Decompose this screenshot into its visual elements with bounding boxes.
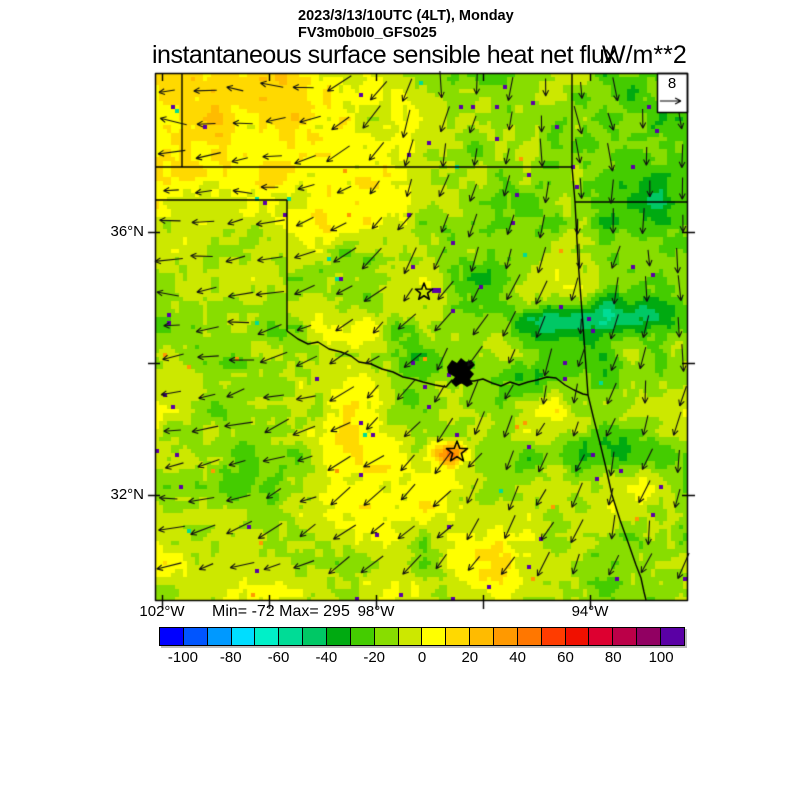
colorbar-tick-label: -60 — [267, 649, 290, 666]
colorbar-cell — [182, 627, 208, 646]
valid-time-title: 2023/3/13/10UTC (4LT), Monday — [298, 8, 514, 24]
lon-label: 102°W — [139, 603, 185, 620]
units-label: W/m**2 — [602, 41, 687, 69]
colorbar-cell — [254, 627, 280, 646]
colorbar-tick-label: -80 — [219, 649, 242, 666]
colorbar-tick-label: 80 — [604, 649, 622, 666]
colorbar-cell — [230, 627, 256, 646]
wind-reference-value: 8 — [667, 75, 677, 92]
model-run-title: FV3m0b0I0_GFS025 — [298, 25, 437, 41]
main-title: instantaneous surface sensible heat net … — [152, 41, 617, 69]
min-max-stats: Min= -72 Max= 295 — [212, 603, 350, 620]
colorbar-tick-label: -100 — [167, 649, 198, 666]
colorbar-cell — [612, 627, 638, 646]
colorbar-cell — [349, 627, 375, 646]
colorbar — [159, 627, 685, 646]
colorbar-cell — [278, 627, 304, 646]
colorbar-cell — [469, 627, 495, 646]
colorbar-tick-label: 100 — [648, 649, 674, 666]
colorbar-cell — [540, 627, 566, 646]
colorbar-cell — [564, 627, 590, 646]
colorbar-cell — [660, 627, 685, 646]
colorbar-tick-label: 0 — [417, 649, 427, 666]
colorbar-tick-label: -20 — [363, 649, 386, 666]
colorbar-cell — [421, 627, 447, 646]
colorbar-tick-label: -40 — [315, 649, 338, 666]
colorbar-cell — [636, 627, 662, 646]
colorbar-cell — [516, 627, 542, 646]
colorbar-tick-label: 40 — [509, 649, 526, 666]
colorbar-tick-label: 60 — [557, 649, 574, 666]
lat-label: 32°N — [110, 486, 144, 503]
lon-label: 98°W — [357, 603, 395, 620]
lat-label: 36°N — [110, 223, 144, 240]
colorbar-cell — [206, 627, 232, 646]
colorbar-cell — [588, 627, 614, 646]
colorbar-cell — [373, 627, 399, 646]
colorbar-cell — [326, 627, 351, 646]
colorbar-cell — [445, 627, 471, 646]
colorbar-cell — [159, 627, 184, 646]
colorbar-cell — [397, 627, 423, 646]
colorbar-cell — [493, 627, 518, 646]
lon-label: 94°W — [571, 603, 609, 620]
colorbar-tick-label: 20 — [461, 649, 479, 666]
colorbar-cell — [302, 627, 328, 646]
